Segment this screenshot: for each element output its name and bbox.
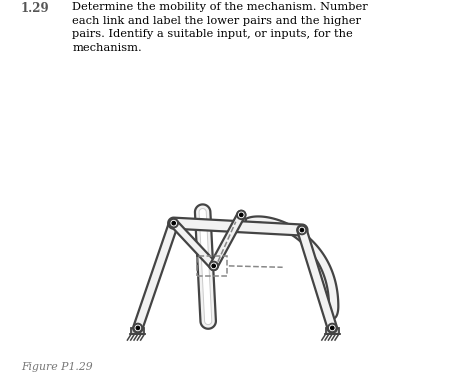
Circle shape: [172, 221, 176, 225]
Polygon shape: [297, 225, 337, 332]
Polygon shape: [246, 216, 338, 318]
Circle shape: [330, 326, 334, 330]
Text: Figure P1.29: Figure P1.29: [21, 361, 93, 372]
Bar: [326, 328, 339, 334]
Circle shape: [134, 324, 142, 332]
Circle shape: [237, 211, 246, 219]
Polygon shape: [133, 219, 178, 332]
Polygon shape: [195, 204, 216, 329]
Polygon shape: [168, 217, 308, 236]
Polygon shape: [210, 211, 245, 270]
Bar: [197, 256, 227, 276]
Circle shape: [298, 226, 306, 234]
Circle shape: [136, 326, 140, 330]
Polygon shape: [170, 219, 218, 270]
Circle shape: [170, 219, 178, 228]
Circle shape: [240, 213, 243, 217]
Text: Determine the mobility of the mechanism. Number
each link and label the lower pa: Determine the mobility of the mechanism.…: [72, 2, 368, 53]
Polygon shape: [199, 209, 212, 325]
Bar: [131, 328, 144, 334]
Circle shape: [212, 264, 215, 268]
Circle shape: [209, 262, 218, 270]
Circle shape: [300, 228, 304, 232]
Circle shape: [328, 324, 336, 332]
Text: 1.29: 1.29: [21, 2, 49, 15]
